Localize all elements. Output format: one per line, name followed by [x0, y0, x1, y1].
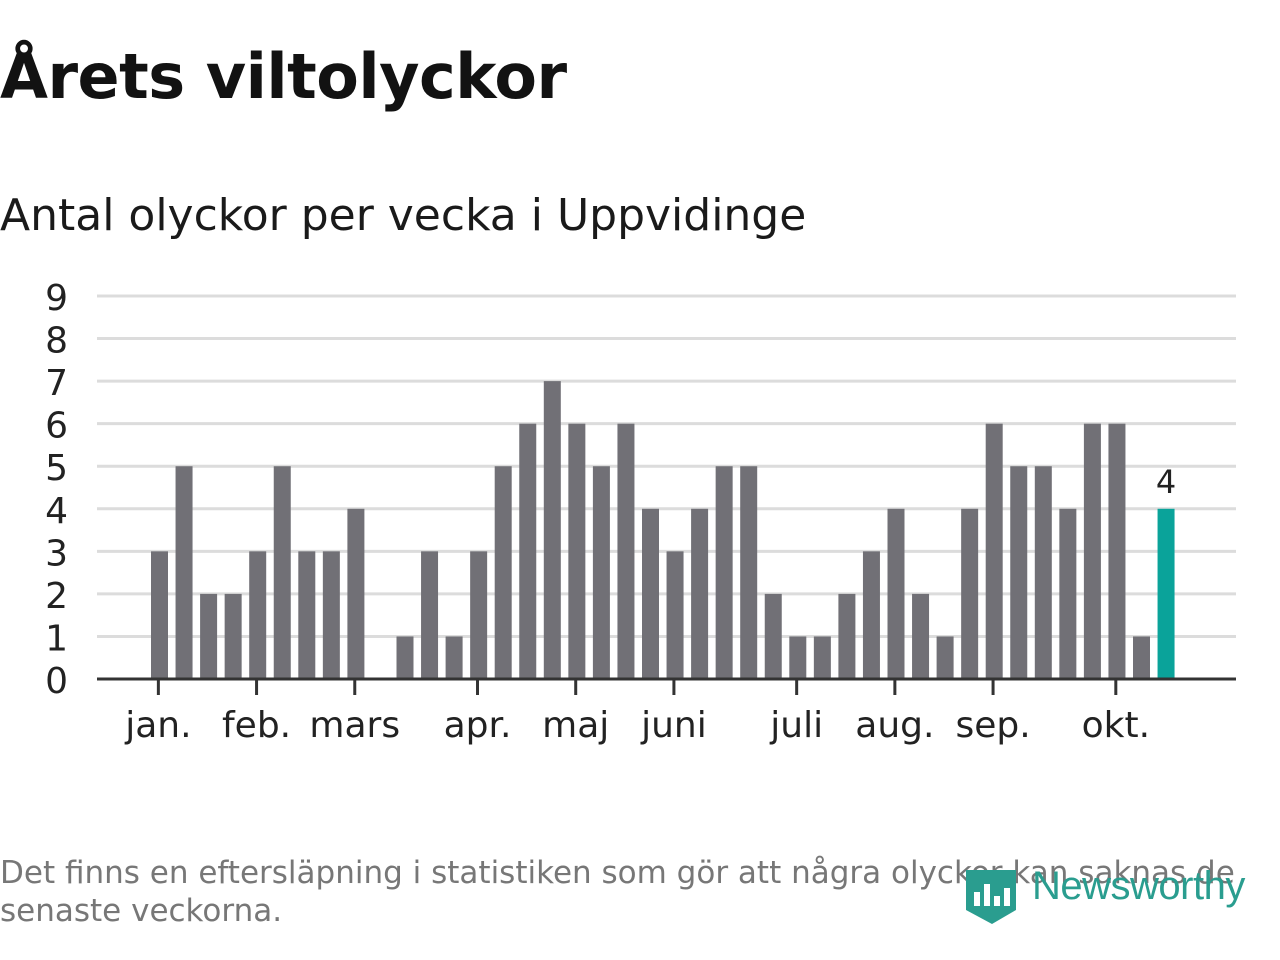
- bar: [1083, 423, 1101, 679]
- y-tick-label: 9: [45, 278, 68, 319]
- bar: [322, 551, 340, 679]
- bar: [985, 423, 1003, 679]
- x-tick-label: maj: [542, 705, 609, 746]
- x-tick-label: mars: [309, 705, 400, 746]
- bar: [445, 636, 463, 679]
- bar: [666, 551, 684, 679]
- bar: [543, 381, 561, 679]
- x-tick-label: apr.: [444, 705, 512, 746]
- newsworthy-logo-icon: [966, 870, 1016, 924]
- y-tick-label: 0: [45, 661, 68, 702]
- bar: [838, 593, 856, 679]
- chart-title: Årets viltolyckor: [0, 40, 567, 113]
- bar: [1133, 636, 1150, 679]
- bar: [764, 593, 782, 679]
- newsworthy-logo-text: Newsworthy: [1032, 864, 1245, 908]
- bar: [1059, 508, 1077, 679]
- data-labels: 4: [1156, 463, 1176, 501]
- bar: [249, 551, 267, 679]
- bar: [519, 423, 537, 679]
- bar: [887, 508, 905, 679]
- x-tick-label: aug.: [855, 705, 934, 746]
- bar: [642, 508, 659, 679]
- bar: [862, 551, 880, 679]
- bar: [200, 593, 218, 679]
- bar: [1108, 423, 1126, 679]
- y-tick-label: 7: [45, 363, 68, 404]
- bar: [961, 508, 979, 679]
- bar: [494, 466, 512, 679]
- footnote: Det finns en eftersläpning i statistiken…: [0, 855, 1235, 929]
- bar: [813, 636, 831, 679]
- bar: [175, 466, 193, 679]
- bar: [347, 508, 365, 679]
- bar: [568, 423, 586, 679]
- bar: [1010, 466, 1028, 679]
- bar: [470, 551, 488, 679]
- y-tick-label: 6: [45, 406, 68, 447]
- bar: [421, 551, 439, 679]
- bar: [740, 466, 758, 679]
- bars: [151, 381, 1175, 679]
- bar: [396, 636, 414, 679]
- bar: [715, 466, 733, 679]
- y-tick-label: 5: [45, 448, 68, 489]
- y-tick-label: 4: [45, 491, 68, 532]
- bar: [691, 508, 709, 679]
- x-tick-label: jan.: [124, 705, 191, 746]
- y-tick-label: 3: [45, 533, 68, 574]
- y-tick-label: 2: [45, 576, 68, 617]
- bar: [1157, 508, 1175, 679]
- bar: [912, 593, 930, 679]
- x-tick-label: okt.: [1082, 705, 1150, 746]
- highlight-value-label: 4: [1156, 463, 1176, 501]
- newsworthy-logo[interactable]: Newsworthy: [962, 862, 1280, 928]
- bar: [273, 466, 291, 679]
- bar: [789, 636, 807, 679]
- x-tick-label: juli: [769, 705, 823, 746]
- bar: [936, 636, 954, 679]
- y-tick-label: 8: [45, 321, 68, 362]
- bar: [592, 466, 610, 679]
- x-axis-ticks: jan. feb. mars apr. maj juni juli aug. sep. okt.: [124, 679, 1150, 746]
- bar: [151, 551, 168, 679]
- y-tick-label: 1: [45, 618, 68, 659]
- chart-subtitle: Antal olyckor per vecka i Uppvidinge: [0, 190, 807, 241]
- x-tick-label: sep.: [955, 705, 1030, 746]
- x-tick-label: feb.: [222, 705, 291, 746]
- bar: [617, 423, 635, 679]
- bar: [298, 551, 316, 679]
- bar: [1034, 466, 1052, 679]
- x-tick-label: juni: [640, 705, 707, 746]
- bar: [224, 593, 242, 679]
